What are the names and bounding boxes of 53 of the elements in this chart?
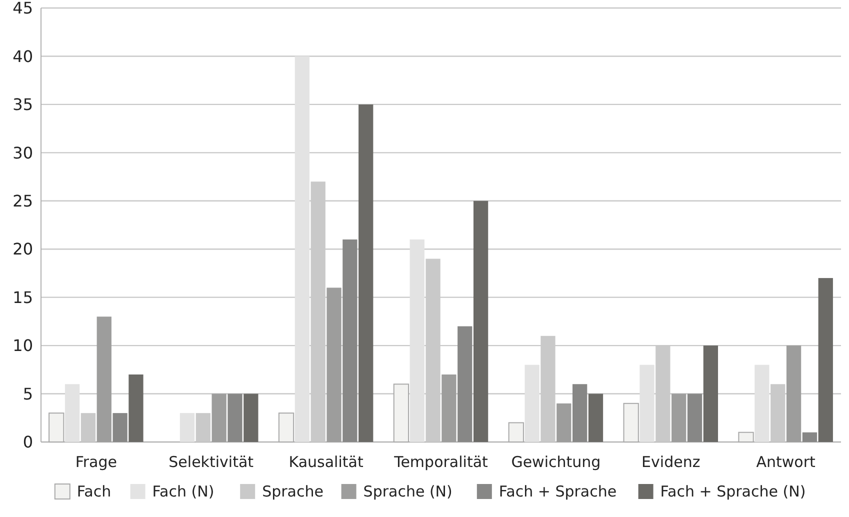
legend-label: Fach + Sprache bbox=[498, 482, 617, 500]
legend-label: Fach bbox=[76, 482, 112, 500]
bar bbox=[326, 288, 342, 442]
bar bbox=[687, 394, 702, 442]
legend-label: Fach + Sprache (N) bbox=[660, 482, 806, 500]
x-tick-label: Evidenz bbox=[642, 453, 700, 471]
bar bbox=[410, 239, 424, 442]
legend-label: Sprache bbox=[262, 482, 324, 500]
bar bbox=[473, 200, 488, 442]
bar bbox=[802, 432, 818, 442]
y-tick-label: 30 bbox=[12, 143, 33, 162]
bar bbox=[228, 394, 242, 442]
x-tick-label: Frage bbox=[75, 453, 117, 471]
bar bbox=[458, 326, 472, 442]
bar bbox=[212, 394, 226, 442]
bar bbox=[786, 346, 802, 442]
legend-label: Sprache (N) bbox=[363, 482, 452, 500]
bar bbox=[196, 413, 210, 442]
bar bbox=[572, 384, 588, 442]
y-tick-label: 45 bbox=[12, 0, 33, 18]
x-tick-label: Antwort bbox=[756, 453, 816, 471]
bar bbox=[703, 346, 718, 442]
x-tick-label: Kausalität bbox=[288, 453, 364, 471]
bar bbox=[294, 56, 310, 442]
x-tick-label: Temporalität bbox=[393, 453, 488, 471]
x-tick-label: Selektivität bbox=[168, 453, 254, 471]
y-tick-label: 40 bbox=[12, 46, 33, 66]
bar bbox=[640, 364, 654, 442]
y-tick-label: 5 bbox=[22, 384, 33, 404]
bar bbox=[180, 413, 195, 442]
bar bbox=[672, 394, 686, 442]
y-tick-label: 25 bbox=[12, 191, 33, 210]
bar bbox=[64, 384, 80, 442]
legend-label: Fach (N) bbox=[152, 482, 214, 500]
x-tick-label: Gewichtung bbox=[511, 453, 601, 471]
bar bbox=[128, 374, 144, 442]
bar bbox=[342, 239, 358, 442]
bar bbox=[80, 413, 96, 442]
bar bbox=[588, 394, 604, 442]
bar bbox=[96, 316, 112, 442]
bar bbox=[244, 394, 258, 442]
bar bbox=[358, 104, 374, 442]
y-tick-label: 35 bbox=[12, 95, 33, 114]
bar bbox=[112, 413, 128, 442]
y-tick-label: 15 bbox=[12, 288, 33, 307]
bar bbox=[524, 364, 540, 442]
bar bbox=[818, 278, 833, 442]
y-tick-label: 20 bbox=[12, 240, 33, 259]
bar bbox=[442, 374, 456, 442]
bar bbox=[556, 403, 572, 442]
y-tick-label: 10 bbox=[12, 336, 33, 356]
y-tick-label: 0 bbox=[22, 432, 33, 452]
bar bbox=[754, 364, 770, 442]
